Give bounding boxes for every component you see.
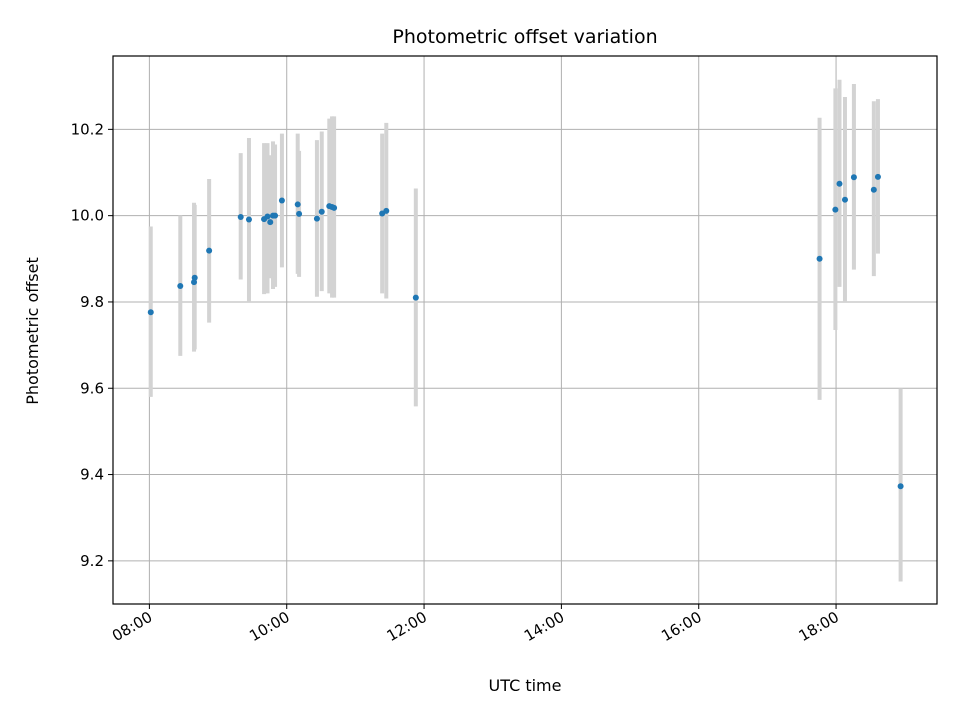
y-axis-label: Photometric offset xyxy=(23,257,42,405)
data-point xyxy=(237,213,244,220)
data-point xyxy=(177,282,184,289)
y-tick-label: 9.8 xyxy=(80,293,104,311)
data-point xyxy=(832,206,839,213)
data-point xyxy=(294,201,301,208)
data-point xyxy=(206,247,213,254)
plot-frame xyxy=(112,55,938,605)
y-tick-label: 10.0 xyxy=(71,207,104,225)
y-axis-ticks: 9.2 9.4 9.6 9.8 10.0 10.2 xyxy=(71,120,113,570)
data-point xyxy=(245,216,252,223)
data-point xyxy=(191,274,198,281)
data-point xyxy=(264,213,271,220)
data-point xyxy=(383,207,390,214)
data-point xyxy=(313,215,320,222)
data-point xyxy=(850,174,857,181)
y-tick-label: 9.6 xyxy=(80,379,104,397)
data-points xyxy=(147,173,904,490)
data-point xyxy=(412,294,419,301)
grid xyxy=(113,56,937,604)
data-point xyxy=(841,196,848,203)
data-point xyxy=(272,212,279,219)
y-tick-label: 9.4 xyxy=(80,466,104,484)
y-tick-label: 10.2 xyxy=(71,120,104,138)
data-point xyxy=(870,186,877,193)
x-axis-label: UTC time xyxy=(489,676,562,695)
data-point xyxy=(296,210,303,217)
data-point xyxy=(278,197,285,204)
data-point xyxy=(267,219,274,226)
data-point xyxy=(897,483,904,490)
data-point xyxy=(331,204,338,211)
data-point xyxy=(836,180,843,187)
chart-title: Photometric offset variation xyxy=(392,26,657,48)
data-point xyxy=(816,255,823,262)
data-point xyxy=(147,309,154,316)
y-tick-label: 9.2 xyxy=(80,552,104,570)
data-point xyxy=(874,173,881,180)
data-point xyxy=(318,208,325,215)
